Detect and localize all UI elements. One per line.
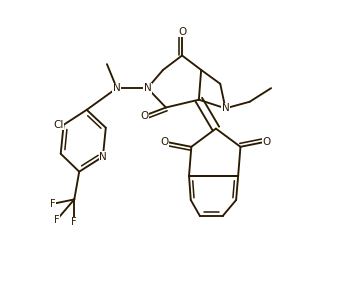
Text: O: O [140, 111, 149, 121]
Text: F: F [50, 199, 56, 209]
Text: F: F [71, 217, 77, 227]
Text: O: O [161, 137, 169, 147]
Text: O: O [262, 137, 271, 147]
Text: N: N [99, 152, 107, 162]
Text: N: N [222, 103, 229, 113]
Text: O: O [178, 27, 186, 37]
Text: N: N [113, 83, 121, 93]
Text: Cl: Cl [53, 120, 64, 130]
Text: N: N [143, 83, 151, 93]
Text: F: F [54, 215, 60, 225]
